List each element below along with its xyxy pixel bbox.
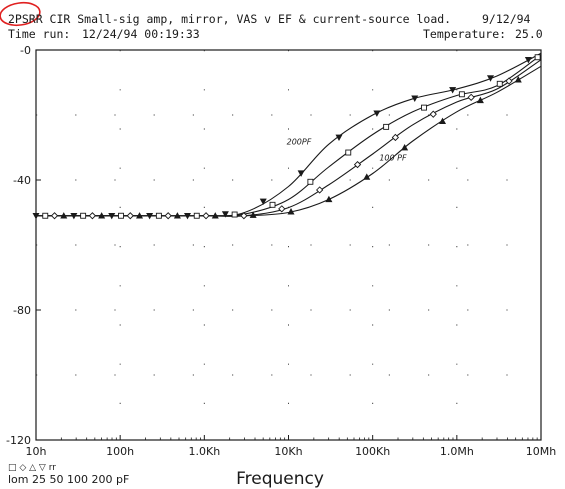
marker-inverted-triangle [70,212,78,220]
temperature-label: Temperature: [423,27,506,41]
marker-inverted-triangle [183,212,192,220]
x-tick-label: 1.0Mh [440,445,474,458]
marker-square [345,149,352,156]
series-line-square [36,54,542,217]
y-tick-label: -0 [20,44,31,57]
legend-symbols: □ ◇ △ ▽ rr [8,463,56,473]
marker-square [231,211,238,218]
curve-label: 100 PF [379,154,407,163]
curve-annotations: 200PF 100 PF [287,137,407,162]
marker-triangle [136,212,144,219]
red-circle-annotation [0,1,41,27]
marker-inverted-triangle [486,75,495,82]
marker-triangle [98,212,106,219]
marker-inverted-triangle [411,95,419,102]
plot-frame [35,49,542,441]
grid [36,50,541,440]
marker-square [80,212,87,219]
marker-diamond [505,77,513,85]
marker-diamond [467,93,475,102]
marker-triangle [211,212,219,219]
marker-square [383,123,390,130]
y-tick-label: -120 [6,434,31,447]
time-run-value: 12/24/94 00:19:33 [82,27,200,41]
marker-diamond [353,160,362,169]
x-tick-label: 10Mh [526,445,556,458]
time-run-label: Time run: [8,27,70,41]
marker-square [42,212,49,219]
x-tick-label: 10h [26,445,47,458]
marker-triangle [287,208,295,215]
marker-triangle [401,143,409,151]
marker-diamond [88,212,97,220]
curve-label: 200PF [287,137,312,146]
marker-square [269,201,276,208]
marker-triangle [476,96,484,104]
axis-ticks: 10h 100h 1.0Kh 10Kh 100Kh 1.0Mh 10Mh -0 -40 -80 -1… [6,44,556,458]
marker-inverted-triangle [373,110,381,117]
header-date: 9/12/94 [482,12,531,26]
series-curves [36,52,542,217]
x-tick-label: 10Kh [274,445,302,458]
marker-triangle [363,173,371,180]
marker-triangle [514,76,522,83]
marker-inverted-triangle [32,212,40,220]
y-tick-label: -80 [13,304,31,317]
marker-square [307,178,314,185]
marker-square [421,104,427,111]
x-tick-label: 1.0Kh [188,445,220,458]
marker-diamond [278,205,286,213]
chart-title: 2PSRR CIR Small-sig amp, mirror, VAS v E… [8,12,451,26]
marker-inverted-triangle [449,87,457,94]
marker-diamond [316,186,324,194]
marker-square [155,212,162,219]
marker-triangle [439,117,447,125]
marker-inverted-triangle [221,211,229,218]
x-tick-label: 100Kh [355,445,390,458]
marker-square [118,212,124,219]
marker-diamond [164,212,172,220]
marker-inverted-triangle [524,56,532,64]
x-axis-title: Frequency [236,469,324,489]
marker-diamond [240,212,248,220]
marker-triangle [325,195,333,203]
y-tick-label: -40 [13,174,31,187]
marker-triangle [60,212,68,219]
marker-inverted-triangle [259,198,267,206]
marker-inverted-triangle [297,170,305,177]
marker-triangle [173,212,181,219]
marker-inverted-triangle [146,212,154,220]
marker-inverted-triangle [108,212,116,220]
series-markers [32,54,541,220]
marker-square [458,91,465,98]
marker-diamond [391,133,400,142]
marker-diamond [202,212,210,220]
legend-text: lom 25 50 100 200 pF [8,473,129,486]
marker-square [193,212,200,219]
temperature-value: 25.0 [515,27,543,41]
marker-diamond [126,212,134,220]
marker-square [496,80,503,87]
marker-square [534,54,541,61]
series-line-inverted-triangle [36,52,542,217]
marker-diamond [50,212,59,220]
marker-triangle [249,211,257,218]
marker-inverted-triangle [335,134,343,142]
x-tick-label: 100h [106,445,134,458]
marker-diamond [429,110,437,118]
